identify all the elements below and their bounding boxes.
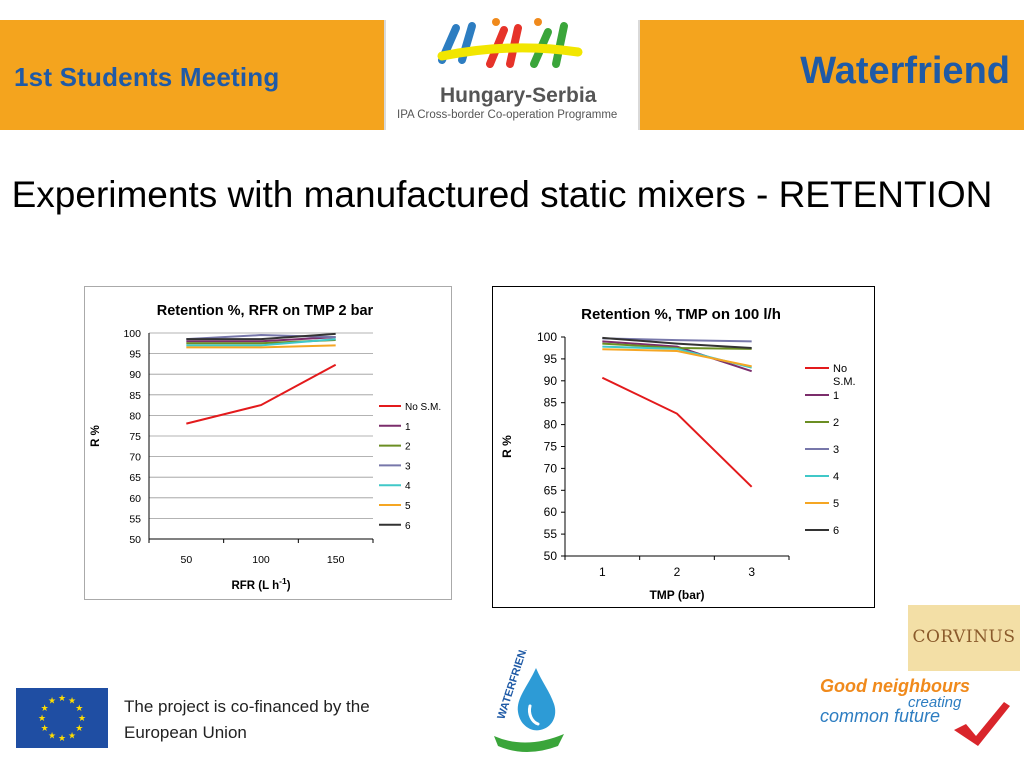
chart1-ytick-label: 100	[123, 328, 141, 340]
chart1-xlabel: RFR (L h-1)	[231, 576, 290, 592]
chart2-xlabel: TMP (bar)	[649, 588, 704, 602]
chart1-ytick-label: 85	[129, 390, 141, 402]
chart1-legend-label: 2	[405, 442, 411, 453]
chart1-title: Retention %, RFR on TMP 2 bar	[157, 303, 374, 319]
cofinance-line1: The project is co-financed by the	[124, 697, 370, 716]
chart2-legend-label: 5	[833, 498, 839, 510]
chart1-series-line-6	[186, 332, 336, 341]
chart2-ytick-label: 100	[537, 330, 557, 344]
cofinance-text: The project is co-financed by the Europe…	[124, 694, 370, 746]
good-neighbours-text: Good neighbours	[820, 676, 970, 696]
chart2-series-line-no-sm	[601, 376, 753, 488]
logo-subtitle: IPA Cross-border Co-operation Programme	[397, 109, 618, 121]
chart2-ylabel: R %	[500, 435, 514, 458]
chart1-legend-label: 5	[405, 501, 411, 512]
chart2-legend-label: 4	[833, 471, 839, 483]
chart1-legend-label: 4	[405, 481, 411, 492]
chart1-ytick-label: 70	[129, 452, 141, 464]
chart1-ytick-label: 60	[129, 493, 141, 505]
common-future-text: common future	[820, 706, 941, 726]
chart2-ytick-label: 60	[544, 505, 558, 519]
chart2-series-line-1	[602, 340, 752, 373]
red-checkmark-icon	[954, 702, 1010, 746]
eu-star-icon: ★	[41, 703, 49, 713]
meeting-title: 1st Students Meeting	[14, 62, 280, 92]
eu-star-icon: ★	[58, 733, 66, 743]
chart2-ytick-label: 80	[544, 418, 558, 432]
chart2-xtick-label: 2	[674, 565, 681, 579]
hungary-serbia-logo	[437, 18, 583, 68]
eu-star-icon: ★	[48, 696, 56, 706]
cofinance-line2: European Union	[124, 723, 247, 742]
chart2-ytick-label: 75	[544, 440, 558, 454]
eu-flag-icon: ★ ★★★★★★★★★★★	[16, 688, 108, 748]
eu-star-icon: ★	[48, 730, 56, 740]
chart1-ytick-label: 75	[129, 431, 141, 443]
chart2-xtick-label: 3	[748, 565, 755, 579]
chart1-ylabel: R %	[90, 425, 102, 447]
creating-text: creating	[908, 694, 962, 711]
eu-star-icon: ★	[38, 713, 46, 723]
chart1-ytick-label: 80	[129, 410, 141, 422]
slide-title: Experiments with manufactured static mix…	[11, 174, 993, 215]
chart2-series-line-6	[602, 336, 752, 349]
chart1-series-line-no-sm	[186, 363, 337, 425]
eu-star-icon: ★	[75, 703, 83, 713]
chart-tmp-svg: Retention %, TMP on 100 l/h5055606570758…	[500, 306, 856, 602]
logo-name: Hungary-Serbia	[440, 84, 597, 107]
chart1-series-line-1	[186, 336, 336, 343]
chart1-legend-label: 3	[405, 461, 411, 472]
chart1-ytick-label: 90	[129, 369, 141, 381]
eu-star-icon: ★	[68, 696, 76, 706]
chart2-ytick-label: 55	[544, 527, 558, 541]
chart1-ytick-label: 65	[129, 472, 141, 484]
chart1-legend-label: No S.M.	[405, 402, 441, 413]
chart2-legend-label: 1	[833, 390, 839, 402]
header-banner-left: 1st Students Meeting	[0, 20, 386, 130]
chart1-legend-label: 1	[405, 422, 411, 433]
chart2-ytick-label: 95	[544, 352, 558, 366]
chart1-legend-label: 6	[405, 521, 411, 532]
chart-tmp: Retention %, TMP on 100 l/h 50 55 60 65 70 75 8…	[492, 286, 875, 608]
eu-star-icon: ★	[75, 723, 83, 733]
chart-rfr-svg: Retention %, RFR on TMP 2 bar50556065707…	[90, 303, 441, 592]
chart1-xlabel-sup: -1	[279, 576, 287, 586]
chart1-ytick-label: 50	[129, 534, 141, 546]
eu-star-icon: ★	[58, 693, 66, 703]
chart1-xtick-label: 50	[180, 554, 192, 566]
chart2-xtick-label: 1	[599, 565, 606, 579]
chart2-legend-label: 3	[833, 444, 839, 456]
chart1-series-line-5	[186, 344, 336, 349]
chart2-ytick-label: 90	[544, 374, 558, 388]
chart1-xlabel-end: )	[287, 580, 291, 592]
waterfriend-logo: WATERFRIEND	[494, 650, 564, 752]
header-banner-right: Waterfriend	[638, 20, 1024, 130]
chart2-ytick-label: 65	[544, 483, 558, 497]
chart2-legend-label: 2	[833, 417, 839, 429]
eu-star-icon: ★	[78, 713, 86, 723]
chart2-ytick-label: 50	[544, 549, 558, 563]
chart2-title: Retention %, TMP on 100 l/h	[581, 306, 781, 323]
corvinus-text: CORVINUS	[912, 627, 1016, 647]
brand-title: Waterfriend	[800, 50, 1010, 92]
chart2-series-line-5	[602, 348, 752, 368]
chart-rfr: Retention %, RFR on TMP 2 bar 50 55 60 65 70 7…	[84, 286, 452, 600]
eu-star-icon: ★	[68, 730, 76, 740]
chart1-ytick-label: 95	[129, 349, 141, 361]
chart2-legend-label: 6	[833, 525, 839, 537]
eu-star-icon: ★	[41, 723, 49, 733]
chart2-ytick-label: 85	[544, 396, 558, 410]
chart2-ytick-label: 70	[544, 461, 558, 475]
corvinus-logo: CORVINUS	[908, 605, 1020, 671]
chart1-series-line-4	[186, 338, 336, 347]
chart1-ytick-label: 55	[129, 513, 141, 525]
chart1-xtick-label: 100	[252, 554, 270, 566]
chart1-xtick-label: 150	[327, 554, 345, 566]
chart2-legend-label: No S.M.	[833, 363, 856, 388]
